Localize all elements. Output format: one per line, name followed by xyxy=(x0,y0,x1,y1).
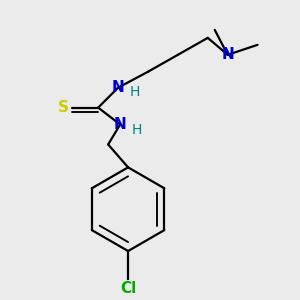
Text: N: N xyxy=(112,80,124,95)
Text: S: S xyxy=(58,100,69,115)
Text: N: N xyxy=(221,47,234,62)
Text: N: N xyxy=(114,117,127,132)
Text: Cl: Cl xyxy=(120,281,136,296)
Text: H: H xyxy=(130,85,140,99)
Text: H: H xyxy=(132,122,142,136)
